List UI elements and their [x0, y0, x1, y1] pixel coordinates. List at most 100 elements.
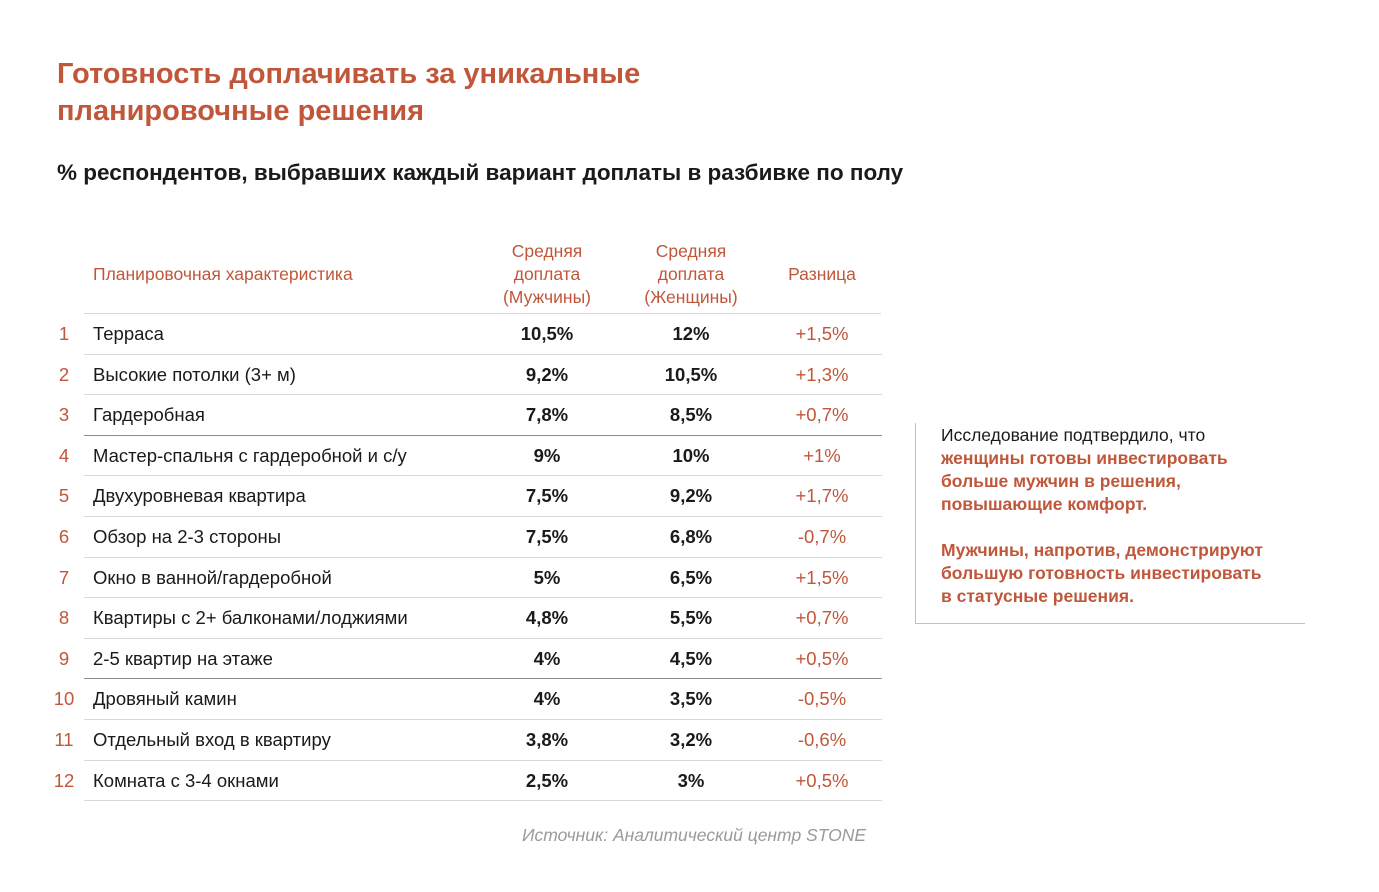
row-divider	[84, 434, 882, 436]
table-row: 11 Отдельный вход в квартиру 3,8% 3,2% -0,6%	[48, 720, 882, 761]
callout-highlight-2: больше мужчин в решения,	[941, 471, 1181, 491]
row-number: 1	[58, 323, 70, 344]
row-women-value: 3%	[677, 769, 705, 791]
row-number: 2	[58, 363, 70, 385]
header-men-line-1: Средняя	[511, 241, 583, 261]
table-row: 8 Квартиры с 2+ балконами/лоджиями 4,8% 5,5…	[48, 598, 882, 639]
table-row: 7 Окно в ванной/гардеробной 5% 6,5% +1,5%	[48, 558, 882, 599]
callout-second-1: Мужчины, напротив, демонстрируют	[941, 540, 1263, 560]
data-table: Планировочная характеристика Средняя доп…	[48, 236, 882, 802]
row-characteristic: Комната с 3-4 окнами	[93, 769, 279, 791]
table-row: 5 Двухуровневая квартира 7,5% 9,2% +1,7%	[48, 476, 882, 517]
row-number: 10	[53, 688, 75, 710]
row-difference: +1,5%	[795, 566, 849, 588]
callout-second-2: большую готовность инвестировать	[941, 563, 1262, 583]
callout-second-3: в статусные решения.	[941, 586, 1134, 606]
row-number: 8	[58, 607, 70, 629]
row-women-value: 6,8%	[669, 525, 713, 547]
title-line-1: Готовность доплачивать за уникальные	[57, 58, 641, 90]
row-men-value: 7,5%	[525, 525, 569, 547]
row-number: 7	[58, 566, 70, 588]
row-divider	[84, 597, 882, 599]
row-characteristic: Терраса	[93, 323, 164, 344]
row-men-value: 7,8%	[525, 404, 569, 426]
row-men-value: 2,5%	[525, 769, 569, 791]
row-divider	[84, 515, 882, 517]
row-divider	[84, 556, 882, 558]
row-difference: -0,5%	[797, 688, 847, 710]
header-women: Средняя доплата (Женщины)	[618, 240, 764, 309]
row-divider	[84, 678, 882, 680]
row-men-value: 5%	[533, 566, 561, 588]
callout-highlight-1: женщины готовы инвестировать	[941, 448, 1228, 468]
row-divider	[84, 637, 882, 639]
header-women-line-3: (Женщины)	[644, 287, 738, 307]
row-difference: +1%	[803, 444, 841, 466]
row-women-value: 10%	[672, 444, 710, 466]
header-men-line-2: доплата	[513, 264, 581, 284]
row-characteristic: Мастер-спальня с гардеробной и с/у	[93, 444, 407, 466]
row-women-value: 12%	[672, 323, 710, 344]
row-difference: +0,5%	[795, 647, 849, 669]
row-difference: -0,6%	[797, 728, 847, 750]
callout-paragraph-2: Мужчины, напротив, демонстрируют большую…	[941, 539, 1305, 608]
row-divider	[84, 759, 882, 761]
row-men-value: 10,5%	[520, 323, 574, 344]
row-characteristic: 2-5 квартир на этаже	[93, 647, 273, 669]
row-characteristic: Дровяный камин	[93, 688, 237, 710]
row-difference: +1,5%	[795, 323, 849, 344]
row-difference: +0,7%	[795, 404, 849, 426]
insight-callout: Исследование подтвердило, что женщины го…	[915, 423, 1305, 624]
row-difference: +0,7%	[795, 607, 849, 629]
row-characteristic: Двухуровневая квартира	[93, 485, 306, 507]
row-difference: +0,5%	[795, 769, 849, 791]
table-row: 3 Гардеробная 7,8% 8,5% +0,7%	[48, 395, 882, 436]
row-difference: -0,7%	[797, 525, 847, 547]
source-note: Источник: Аналитический центр STONE	[522, 825, 867, 845]
table-row: 6 Обзор на 2-3 стороны 7,5% 6,8% -0,7%	[48, 517, 882, 558]
header-men-line-3: (Мужчины)	[502, 287, 592, 307]
header-women-line-1: Средняя	[655, 241, 727, 261]
row-divider	[84, 353, 882, 355]
row-women-value: 3,5%	[669, 688, 713, 710]
row-men-value: 9,2%	[525, 363, 569, 385]
row-number: 11	[54, 728, 74, 750]
table-header: Планировочная характеристика Средняя доп…	[84, 236, 881, 314]
header-women-line-2: доплата	[657, 264, 725, 284]
row-women-value: 8,5%	[669, 404, 713, 426]
table-row: 4 Мастер-спальня с гардеробной и с/у 9% 10%…	[48, 436, 882, 477]
callout-intro: Исследование подтвердило, что	[941, 425, 1206, 445]
table-row: 10 Дровяный камин 4% 3,5% -0,5%	[48, 679, 882, 720]
row-number: 9	[58, 647, 70, 669]
row-men-value: 3,8%	[525, 728, 569, 750]
row-divider	[84, 475, 882, 477]
row-divider	[84, 394, 882, 396]
table-row: 12 Комната с 3-4 окнами 2,5% 3% +0,5%	[48, 761, 882, 802]
row-difference: +1,3%	[795, 363, 849, 385]
row-men-value: 4%	[533, 647, 561, 669]
row-characteristic: Высокие потолки (3+ м)	[93, 363, 296, 385]
row-characteristic: Гардеробная	[93, 404, 205, 426]
row-men-value: 4,8%	[525, 607, 569, 629]
callout-highlight-3: повышающие комфорт.	[941, 494, 1148, 514]
row-number: 6	[58, 525, 70, 547]
row-women-value: 4,5%	[669, 647, 713, 669]
title-line-2: планировочные решения	[57, 95, 424, 127]
table-row: 9 2-5 квартир на этаже 4% 4,5% +0,5%	[48, 639, 882, 680]
row-characteristic: Окно в ванной/гардеробной	[93, 566, 332, 588]
row-divider	[84, 718, 882, 720]
header-difference: Разница	[788, 264, 856, 284]
header-men: Средняя доплата (Мужчины)	[474, 240, 620, 309]
row-women-value: 10,5%	[664, 363, 718, 385]
row-characteristic: Обзор на 2-3 стороны	[93, 525, 281, 547]
row-characteristic: Квартиры с 2+ балконами/лоджиями	[93, 607, 408, 629]
row-men-value: 9%	[533, 444, 561, 466]
callout-paragraph-1: Исследование подтвердило, что женщины го…	[941, 424, 1305, 516]
row-number: 3	[58, 404, 70, 426]
row-number: 5	[58, 485, 70, 507]
row-women-value: 9,2%	[669, 485, 713, 507]
row-women-value: 5,5%	[669, 607, 713, 629]
page-title: Готовность доплачивать за уникальные пла…	[57, 56, 817, 130]
row-number: 4	[58, 444, 70, 466]
